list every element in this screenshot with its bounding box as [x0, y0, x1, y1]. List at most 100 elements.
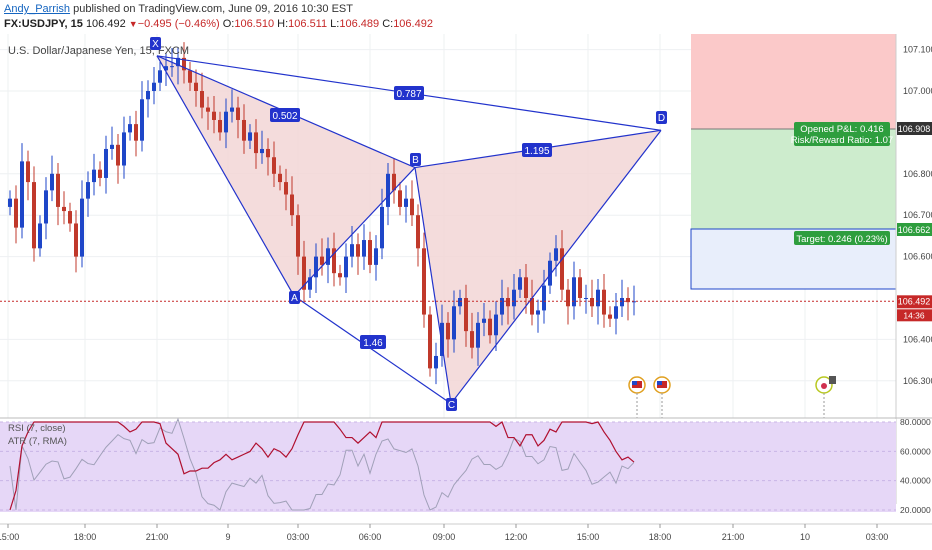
candle-body: [404, 198, 408, 207]
candle-body: [110, 144, 114, 149]
time-tick-label: 06:00: [359, 532, 382, 542]
candle-body: [596, 289, 600, 307]
pnl-text: Opened P&L: 0.416: [800, 124, 883, 135]
candle-body: [518, 277, 522, 290]
candle-body: [482, 318, 486, 323]
low-label: L:: [330, 18, 340, 30]
point-c[interactable]: C: [446, 398, 457, 411]
chart-canvas[interactable]: U.S. Dollar/Japanese Yen, 15, FXCM 0.787…: [0, 34, 932, 550]
candles[interactable]: [8, 42, 636, 385]
candle-body: [590, 298, 594, 307]
time-tick-label: 18:00: [74, 532, 97, 542]
ratio-ac[interactable]: 1.46: [360, 335, 386, 349]
candle-body: [122, 132, 126, 166]
time-tick-label: 10: [800, 532, 810, 542]
point-d[interactable]: D: [656, 111, 667, 124]
time-tick-label: 18:00: [649, 532, 672, 542]
candle-body: [428, 314, 432, 369]
candle-body: [206, 107, 210, 112]
candle-body: [626, 298, 630, 303]
rsi-level-label: 20.0000: [900, 505, 931, 515]
author-link[interactable]: Andy_Parrish: [4, 3, 71, 15]
stop-zone[interactable]: [691, 34, 896, 129]
candle-body: [266, 148, 270, 158]
candle-body: [248, 132, 252, 141]
ratio-bd[interactable]: 1.195: [522, 143, 552, 157]
candle-body: [338, 273, 342, 278]
rsi-band: [0, 422, 896, 512]
candle-body: [410, 198, 414, 216]
point-x[interactable]: X: [150, 37, 161, 50]
event-flag-icon-2[interactable]: [653, 376, 671, 418]
down-arrow-icon: ▼: [128, 19, 138, 29]
point-a[interactable]: A: [289, 291, 300, 304]
time-tick-label: 03:00: [866, 532, 889, 542]
price-tick-label: 106.800: [903, 169, 932, 179]
ratio-bd-label: 1.195: [524, 146, 549, 157]
candle-body: [608, 314, 612, 319]
candle-body: [614, 306, 618, 319]
candle-body: [92, 169, 96, 183]
pnl-box[interactable]: Opened P&L: 0.416 Risk/Reward Ratio: 1.0…: [791, 122, 893, 146]
candle-body: [272, 157, 276, 174]
rr-text: Risk/Reward Ratio: 1.07: [791, 135, 893, 146]
candle-body: [314, 256, 318, 278]
candle-body: [422, 248, 426, 315]
pattern-line-ab: [293, 167, 416, 297]
candle-body: [80, 198, 84, 257]
ratio-xb[interactable]: 0.502: [270, 108, 300, 122]
candle-body: [440, 322, 444, 356]
candle-body: [530, 298, 534, 315]
price-tick-label: 107.000: [903, 86, 932, 96]
candle-body: [134, 124, 138, 141]
candle-body: [380, 206, 384, 249]
point-b[interactable]: B: [410, 153, 421, 166]
candle-body: [146, 91, 150, 100]
chart-header: Andy_Parrish published on TradingView.co…: [0, 0, 932, 34]
close-label: C:: [382, 18, 394, 30]
time-axis[interactable]: 15:00 18:00 21:00 9 03:00 06:00 09:00 12:00 15:0…: [0, 524, 888, 542]
candle-body: [320, 256, 324, 265]
rsi-level-label: 80.0000: [900, 417, 931, 427]
price-tick-label: 106.600: [903, 252, 932, 262]
high-label: H:: [277, 18, 289, 30]
candle-body: [68, 211, 72, 224]
candle-body: [584, 298, 588, 299]
price-change: −0.495 (−0.46%): [137, 18, 220, 30]
time-tick-label: 21:00: [722, 532, 745, 542]
candle-body: [620, 298, 624, 307]
candle-body: [56, 173, 60, 207]
candle-body: [98, 169, 102, 178]
candle-body: [374, 248, 378, 265]
ratio-xd[interactable]: 0.787: [394, 86, 424, 100]
target-box[interactable]: Target: 0.246 (0.23%): [794, 231, 890, 245]
ohlc-line: FX:USDJPY, 15 106.492 ▼−0.495 (−0.46%) O…: [4, 17, 433, 31]
candle-body: [254, 132, 258, 154]
candle-body: [386, 173, 390, 207]
target-price-label: 106.662: [898, 225, 931, 235]
rsi-line[interactable]: [9, 417, 635, 511]
rsi-levels: 80.0000 60.0000 40.0000 20.0000: [0, 417, 931, 515]
candle-body: [572, 277, 576, 307]
close-value: 106.492: [393, 18, 433, 30]
candle-body: [296, 215, 300, 257]
atr-line[interactable]: [9, 421, 635, 511]
entry-price-tag: 106.908: [897, 122, 932, 135]
low-value: 106.489: [339, 18, 380, 30]
candle-body: [308, 277, 312, 290]
target-price-tag: 106.662: [897, 223, 932, 236]
event-flag-icon-1[interactable]: [628, 376, 646, 418]
symbol-label[interactable]: FX:USDJPY, 15: [4, 18, 83, 30]
candle-body: [398, 190, 402, 207]
candle-body: [344, 256, 348, 278]
event-flag-icon-3[interactable]: [815, 376, 836, 418]
candle-body: [44, 190, 48, 224]
candle-body: [566, 289, 570, 307]
point-b-label: B: [412, 155, 419, 166]
candle-body: [434, 355, 438, 369]
candle-body: [536, 310, 540, 315]
last-price: 106.492: [85, 18, 126, 30]
candle-body: [86, 182, 90, 199]
candle-body: [176, 57, 180, 67]
candle-body: [362, 240, 366, 257]
